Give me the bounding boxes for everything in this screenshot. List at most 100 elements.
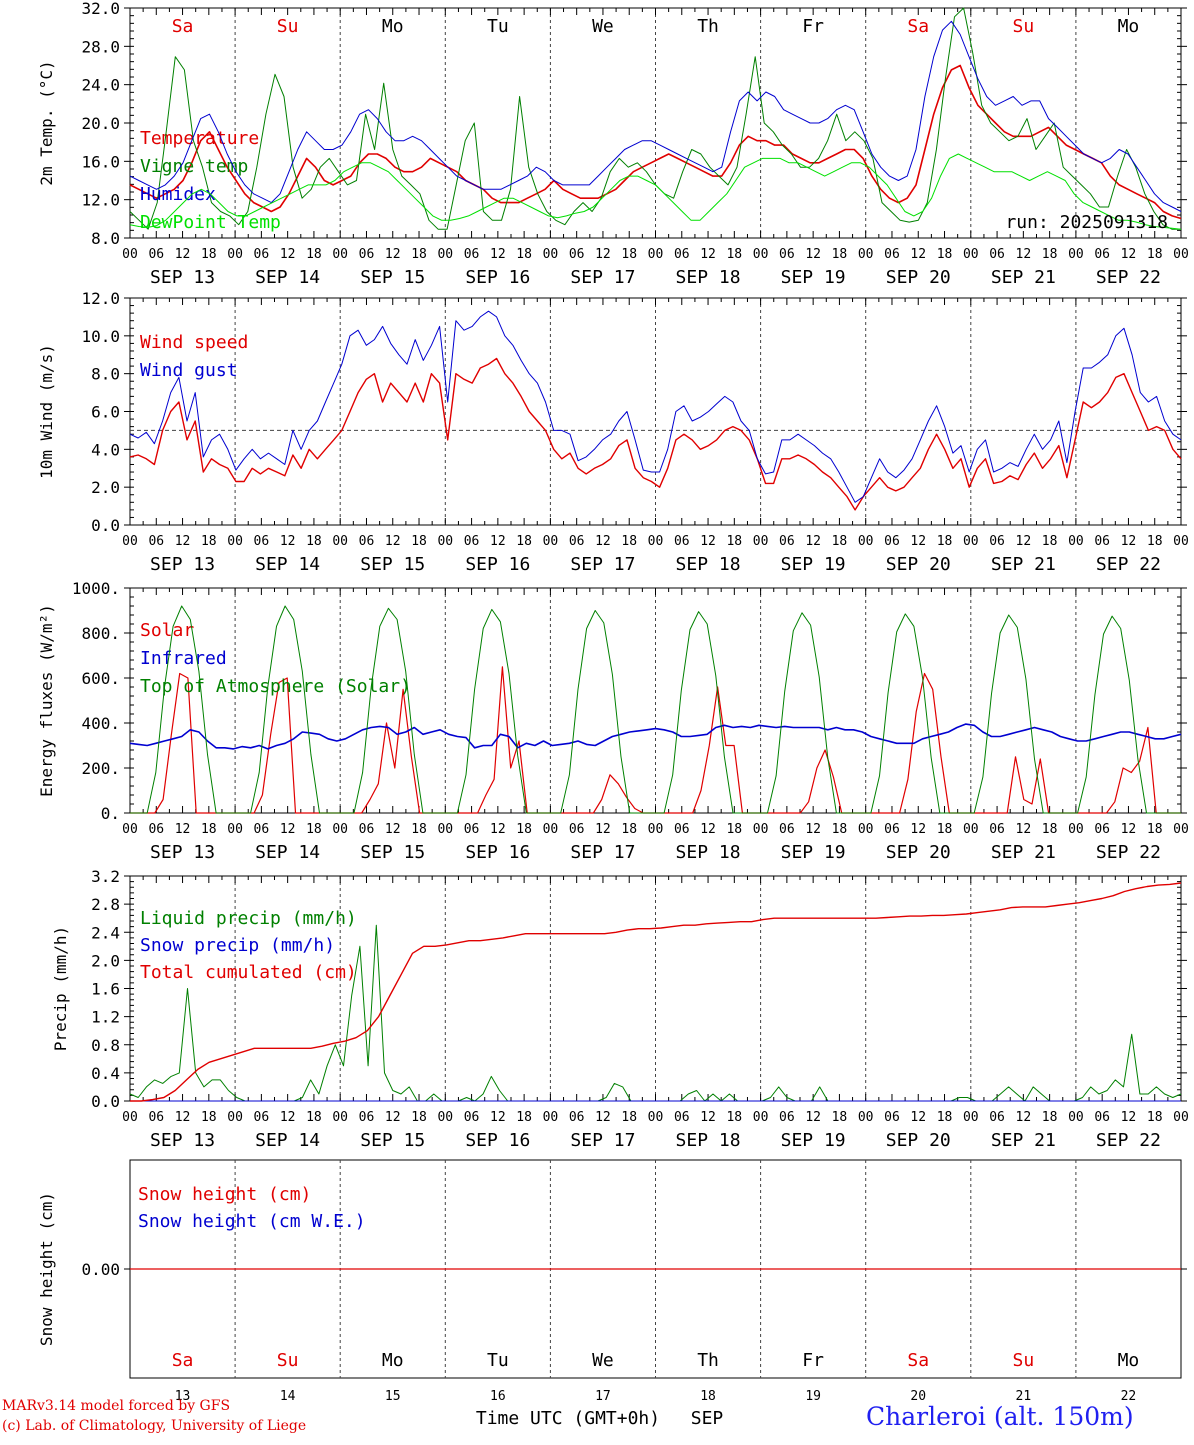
panel-0-hour-label: 00 [753,247,769,262]
panel-1-hour-label: 12 [700,534,716,549]
panel-2-hour-label: 06 [884,822,900,837]
panel-1-date-label: SEP 21 [991,554,1056,575]
bottom-day-number: 18 [700,1389,716,1404]
panel-1-hour-label: 12 [805,534,821,549]
panel-3-hour-label: 18 [516,1110,532,1125]
panel-0-hour-label: 06 [989,247,1005,262]
bottom-day-number: 14 [280,1389,296,1404]
panel-2-ytick-label: 1000. [72,579,120,598]
panel-0-legend-3: DewPoint Temp [140,212,281,233]
panel-2-date-label: SEP 17 [570,842,635,863]
panel-2-hour-label: 12 [1121,822,1137,837]
panel-2-hour-label: 06 [569,822,585,837]
panel-1-hour-label: 00 [648,534,664,549]
panel-0-hour-label: 00 [332,247,348,262]
panel-1-hour-label: 00 [332,534,348,549]
panel-3-hour-label: 00 [437,1110,453,1125]
panel-1-hour-label: 12 [385,534,401,549]
panel-0-hour-label: 12 [280,247,296,262]
panel-2-date-label: SEP 16 [465,842,530,863]
panel-3-hour-label: 06 [464,1110,480,1125]
panel-0-hour-label: 00 [1068,247,1084,262]
panel-1-hour-label: 00 [437,534,453,549]
panel-2-ytick-label: 400. [81,714,120,733]
panel-1-hour-label: 06 [989,534,1005,549]
panel-3-ytick-label: 2.4 [91,923,120,942]
panel-0-hour-label: 18 [1042,247,1058,262]
panel-2-legend-0: Solar [140,620,194,641]
panel-3-hour-label: 00 [543,1110,559,1125]
bottom-day-label: Mo [1118,1350,1140,1371]
panel-3-ylabel: Precip (mm/h) [51,926,70,1051]
top-day-label: Fr [802,16,824,37]
panel-2-hour-label: 00 [122,822,138,837]
panel-2-hour-label: 06 [674,822,690,837]
bottom-day-label: We [592,1350,614,1371]
panel-0-hour-label: 00 [437,247,453,262]
panel-2-date-label: SEP 21 [991,842,1056,863]
panel-1-hour-label: 18 [1147,534,1163,549]
panel-1-hour-label: 18 [1042,534,1058,549]
top-day-label: Su [277,16,299,37]
panel-3-date-label: SEP 15 [360,1130,425,1151]
panel-3-hour-label: 00 [122,1110,138,1125]
panel-3-date-label: SEP 13 [150,1130,215,1151]
panel-2-hour-label: 06 [254,822,270,837]
panel-0-hour-label: 06 [779,247,795,262]
panel-0-legend-1: Vigne temp [140,156,248,177]
panel-0-hour-label: 06 [464,247,480,262]
panel-0-ytick-label: 32.0 [81,0,120,18]
panel-2-date-label: SEP 18 [676,842,741,863]
panel-0-ytick-label: 24.0 [81,76,120,95]
panel-0-ytick-label: 20.0 [81,114,120,133]
panel-3-hour-label: 06 [674,1110,690,1125]
panel-3-hour-label: 00 [227,1110,243,1125]
panel-1-date-label: SEP 15 [360,554,425,575]
panel-2-hour-label: 18 [937,822,953,837]
panel-3-hour-label: 18 [726,1110,742,1125]
panel-1-hour-label: 06 [254,534,270,549]
panel-2-hour-label: 18 [516,822,532,837]
panel-0-hour-label: 18 [411,247,427,262]
panel-1-hour-label: 00 [1173,534,1189,549]
panel-2-hour-label: 18 [411,822,427,837]
panel-1-hour-label: 18 [516,534,532,549]
panel-1-hour-label: 06 [884,534,900,549]
panel-2-hour-label: 12 [280,822,296,837]
panel-1-ytick-label: 12.0 [81,289,120,308]
panel-0-hour-label: 12 [1016,247,1032,262]
panel-3-legend-2: Total cumulated (cm) [140,962,357,983]
panel-2-hour-label: 06 [1094,822,1110,837]
panel-4-legend-1: Snow height (cm W.E.) [138,1211,366,1232]
panel-1-hour-label: 00 [753,534,769,549]
bottom-day-number: 19 [805,1389,821,1404]
panel-3-hour-label: 18 [832,1110,848,1125]
panel-3-date-label: SEP 17 [570,1130,635,1151]
panel-3-date-label: SEP 16 [465,1130,530,1151]
bottom-day-label: Su [1013,1350,1035,1371]
panel-0-hour-label: 12 [595,247,611,262]
panel-2-hour-label: 18 [201,822,217,837]
panel-0-hour-label: 12 [175,247,191,262]
panel-3-hour-label: 00 [753,1110,769,1125]
panel-0-hour-label: 18 [621,247,637,262]
panel-2-series-2-line [130,605,1181,814]
panel-3-hour-label: 06 [779,1110,795,1125]
panel-2-date-label: SEP 22 [1096,842,1161,863]
panel-0-date-label: SEP 16 [465,267,530,288]
panel-0-date-label: SEP 18 [676,267,741,288]
panel-0-ytick-label: 28.0 [81,37,120,56]
panel-2-hour-label: 12 [385,822,401,837]
bottom-day-label: Fr [802,1350,824,1371]
panel-3-legend-0: Liquid precip (mm/h) [140,908,357,929]
panel-1-hour-label: 06 [359,534,375,549]
top-day-label: Sa [172,16,194,37]
bottom-day-label: Sa [172,1350,194,1371]
panel-1-hour-label: 00 [227,534,243,549]
panel-3-date-label: SEP 14 [255,1130,320,1151]
panel-0-hour-label: 18 [516,247,532,262]
panel-2-ylabel: Energy fluxes (W/m²) [37,604,56,797]
panel-2-hour-label: 00 [543,822,559,837]
panel-0-hour-label: 18 [306,247,322,262]
panel-1-legend-1: Wind gust [140,360,238,381]
